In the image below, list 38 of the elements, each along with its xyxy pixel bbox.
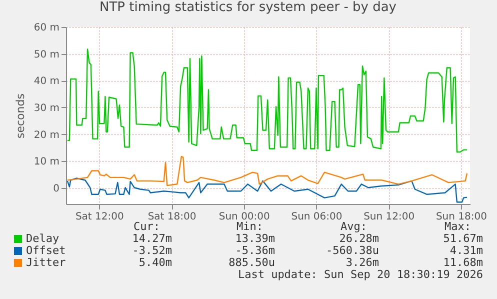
x-tick-label: Sun 18:00 [436,212,487,222]
y-tick-label: 30 m [34,102,60,114]
text: -5.36m [235,244,275,257]
x-tick-label: Sun 06:00 [291,212,342,222]
text: Min: [236,220,263,233]
x-tick-label: Sun 12:00 [364,212,415,222]
legend-label: Offset [26,244,66,257]
text: 3.26m [346,256,379,269]
text: -3.52m [132,244,172,257]
x-tick-label: Sun 00:00 [218,212,270,222]
line-series [66,156,468,186]
text: Cur: [134,220,160,233]
x-tick-label: Sat 18:00 [148,212,196,222]
text: 51.67m [443,232,483,245]
text: 14.27m [132,232,172,245]
y-tick-label: 50 m [34,49,60,60]
text: Max: [444,220,471,233]
y-axis-title: seconds [14,93,27,138]
y-tick-label: 20 m [34,130,60,141]
text: 4.31m [450,244,483,257]
legend-label: Delay [26,232,60,245]
y-tick-label: 0 [53,183,60,194]
text: 13.39m [235,232,275,245]
y-tick-label: 40 m [34,76,60,88]
text: Avg: [340,220,367,233]
y-tick-label: 10 m [34,156,60,168]
line-series [66,48,468,153]
chart-title: NTP timing statistics for system peer - by day [99,0,397,15]
text: Last update: Sun Sep 20 18:30:19 2026 [238,268,483,281]
y-tick-label: 60 m [34,22,60,34]
text: 11.68m [443,256,483,269]
line-series [66,178,468,203]
text: 26.28m [339,232,379,245]
text: 5.40m [138,256,172,269]
text: 885.50u [228,256,275,269]
legend-label: Jitter [26,256,66,269]
text: -560.38u [326,244,379,257]
x-tick-label: Sat 12:00 [75,212,124,222]
